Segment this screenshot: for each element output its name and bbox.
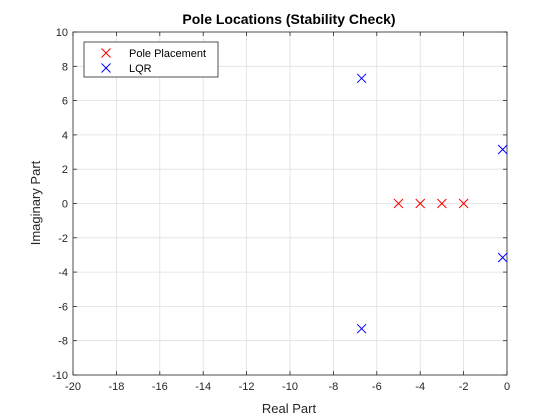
pole-marker-pole-placement	[437, 198, 447, 209]
y-tick-label: -2	[58, 233, 68, 245]
y-tick-label: 0	[62, 199, 68, 211]
legend-marker-lqr	[101, 63, 111, 73]
legend: Pole Placement LQR	[83, 41, 219, 78]
legend-label-pole-placement: Pole Placement	[129, 48, 206, 60]
pole-marker-lqr	[497, 144, 508, 155]
x-tick-label: -4	[415, 381, 425, 393]
x-tick-label: -6	[372, 381, 382, 393]
pole-marker-lqr	[356, 73, 367, 84]
x-tick-label: -2	[459, 381, 469, 393]
pole-marker-lqr-stroke-b	[497, 252, 508, 263]
pole-marker-lqr	[497, 252, 508, 263]
y-axis-label: Imaginary Part	[28, 160, 43, 245]
y-tick-label: -8	[58, 336, 68, 348]
y-axis-ticks: -10 -8 -6 -4 -2 0 2 4 6 8 10	[52, 27, 507, 382]
legend-marker-pole-placement	[101, 48, 111, 58]
legend-box	[83, 41, 219, 78]
pole-marker-lqr-stroke-b	[497, 144, 508, 155]
pole-marker-pole-placement	[393, 198, 404, 209]
pole-marker-lqr-stroke-b	[356, 323, 367, 334]
legend-cross-pole-placement	[101, 48, 111, 58]
pole-marker-pole-placement-stroke-b	[393, 198, 404, 209]
x-tick-label: 0	[504, 381, 510, 393]
legend-cross-pole-placement-stroke-b	[101, 48, 111, 58]
legend-cross-lqr	[101, 63, 111, 73]
x-axis-ticks: -20 -18 -16 -14 -12 -10 -8 -6 -4 -2 0	[65, 32, 510, 393]
pole-marker-lqr	[356, 323, 367, 334]
y-tick-label: -6	[58, 301, 68, 313]
x-tick-label: -20	[65, 381, 81, 393]
pole-marker-pole-placement-stroke-b	[415, 198, 426, 209]
x-axis-label: Real Part	[262, 401, 317, 416]
data-points	[356, 73, 508, 334]
y-tick-label: 10	[56, 27, 68, 39]
chart-title: Pole Locations (Stability Check)	[182, 11, 395, 27]
x-tick-label: -10	[282, 381, 298, 393]
x-tick-label: -12	[239, 381, 255, 393]
x-tick-label: -18	[108, 381, 124, 393]
y-tick-label: 6	[62, 96, 68, 108]
pole-marker-pole-placement	[415, 198, 426, 209]
x-tick-label: -14	[195, 381, 211, 393]
legend-label-lqr: LQR	[129, 63, 152, 75]
pole-marker-lqr-stroke-b	[356, 73, 367, 84]
y-tick-label: 4	[62, 130, 68, 142]
y-tick-label: -4	[58, 267, 68, 279]
pole-marker-pole-placement	[458, 198, 469, 209]
legend-cross-lqr-stroke-b	[101, 63, 111, 73]
x-tick-label: -8	[329, 381, 339, 393]
x-tick-label: -16	[152, 381, 168, 393]
y-tick-label: 8	[62, 61, 68, 73]
y-tick-label: -10	[52, 370, 68, 382]
pole-marker-pole-placement-stroke-b	[458, 198, 469, 209]
y-tick-label: 2	[62, 164, 68, 176]
pole-marker-pole-placement-stroke-b	[437, 198, 447, 209]
